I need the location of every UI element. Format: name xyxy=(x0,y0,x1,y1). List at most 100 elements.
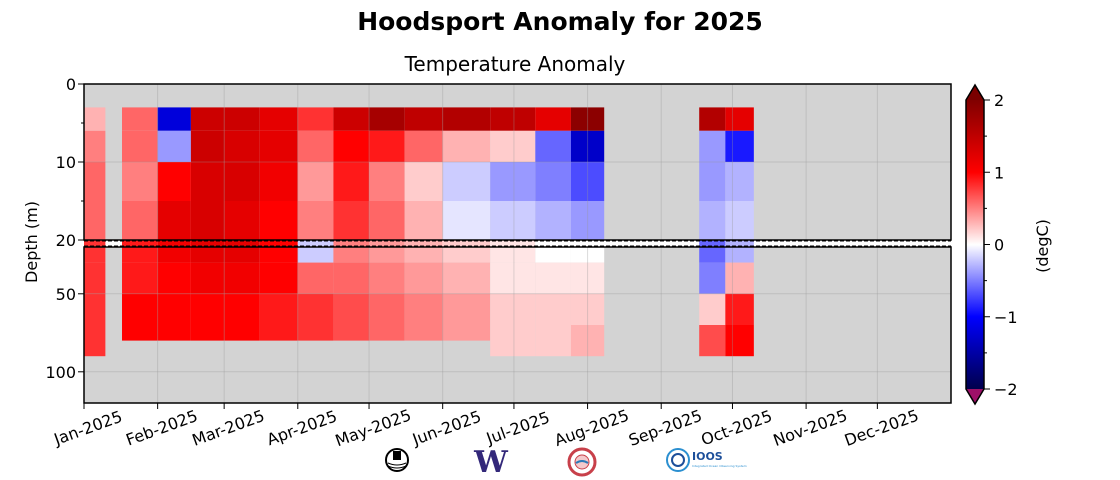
heatmap-cell xyxy=(570,293,605,325)
heatmap-cell xyxy=(535,240,571,263)
chart-subtitle: Temperature Anomaly xyxy=(404,52,626,76)
heatmap-cell xyxy=(297,107,334,131)
heatmap-cell xyxy=(404,240,443,263)
heatmap-cell xyxy=(699,130,726,162)
heatmap-cell xyxy=(535,107,571,131)
heatmap-cell xyxy=(157,107,191,131)
heatmap-cell xyxy=(699,201,726,240)
heatmap-cell xyxy=(490,262,536,294)
lower-axes-frame xyxy=(83,246,952,404)
y-tick-label: 10 xyxy=(56,153,76,172)
heatmap-cell xyxy=(699,162,726,201)
heatmap-cell xyxy=(122,107,158,131)
heatmap-cell xyxy=(224,107,260,131)
heatmap-cell xyxy=(404,201,443,240)
heatmap-cell xyxy=(84,107,106,131)
heatmap-cell xyxy=(259,240,298,263)
heatmap-cell xyxy=(725,262,754,294)
heatmap-cell xyxy=(535,293,571,325)
heatmap-cell xyxy=(490,107,536,131)
heatmap-cell xyxy=(297,162,334,201)
heatmap-cell xyxy=(333,201,370,240)
heatmap-cell xyxy=(699,325,726,357)
heatmap-cell xyxy=(259,130,298,162)
x-tick-label: Mar-2025 xyxy=(189,406,267,450)
colorbar-under-extension xyxy=(966,389,984,404)
heatmap-cell xyxy=(122,262,158,294)
heatmap-cell xyxy=(297,325,334,341)
heatmap-cell xyxy=(369,201,405,240)
heatmap-cell xyxy=(122,325,158,341)
heatmap-cell xyxy=(157,201,191,240)
heatmap-cell xyxy=(157,162,191,201)
heatmap-cell xyxy=(404,325,443,341)
heatmap-cell xyxy=(369,262,405,294)
heatmap-cell xyxy=(224,130,260,162)
heatmap-cell xyxy=(259,162,298,201)
heatmap-cell xyxy=(157,130,191,162)
heatmap-cell xyxy=(699,240,726,263)
heatmap-cell xyxy=(404,293,443,325)
heatmap-cell xyxy=(404,162,443,201)
heatmap-cell xyxy=(369,325,405,341)
heatmap-cell xyxy=(297,201,334,240)
heatmap-cell xyxy=(725,107,754,131)
heatmap-cell xyxy=(442,107,491,131)
y-tick-label: 20 xyxy=(56,231,76,250)
heatmap-cell xyxy=(570,201,605,240)
heatmap-cell xyxy=(535,201,571,240)
heatmap-cell xyxy=(369,130,405,162)
heatmap-cell xyxy=(442,240,491,263)
heatmap-cell xyxy=(224,262,260,294)
heatmap-cell xyxy=(369,107,405,131)
x-tick-label: Nov-2025 xyxy=(771,406,850,450)
heatmap-cell xyxy=(84,240,106,263)
colorbar xyxy=(966,100,984,389)
heatmap-cell xyxy=(570,262,605,294)
heatmap-cell xyxy=(535,162,571,201)
heatmap-cell xyxy=(224,162,260,201)
heatmap-cell xyxy=(190,130,225,162)
heatmap-cell xyxy=(490,240,536,263)
heatmap-cell xyxy=(535,262,571,294)
heatmap-cell xyxy=(190,262,225,294)
heatmap-cell xyxy=(224,325,260,341)
ioos-subtext: Integrated Ocean Observing System xyxy=(692,464,747,468)
heatmap-cell xyxy=(333,262,370,294)
heatmap-cell xyxy=(84,262,106,294)
svg-text:W: W xyxy=(473,445,509,480)
heatmap-cell xyxy=(259,107,298,131)
colorbar-tick-label: 1 xyxy=(994,163,1004,182)
heatmap-cell xyxy=(122,162,158,201)
colorbar-tick-label: 0 xyxy=(994,236,1004,255)
x-tick-label: May-2025 xyxy=(333,405,414,450)
heatmap-cell xyxy=(224,240,260,263)
heatmap-cell xyxy=(699,293,726,325)
heatmap-cell xyxy=(725,201,754,240)
heatmap-cell xyxy=(442,262,491,294)
heatmap-cell xyxy=(333,240,370,263)
heatmap-cell xyxy=(297,293,334,325)
heatmap-cell xyxy=(570,325,605,357)
heatmap-cell xyxy=(157,325,191,341)
y-tick-label: 100 xyxy=(45,363,76,382)
heatmap-cell xyxy=(84,130,106,162)
y-tick-label: 0 xyxy=(66,75,76,94)
x-tick-label: Oct-2025 xyxy=(698,406,774,449)
heatmap-cell xyxy=(190,201,225,240)
heatmap-cell xyxy=(157,240,191,263)
heatmap-cell xyxy=(490,293,536,325)
ioos-logo: IOOS Integrated Ocean Observing System xyxy=(666,448,747,472)
heatmap-cell xyxy=(224,201,260,240)
heatmap-cell xyxy=(699,107,726,131)
nanoos-logo xyxy=(385,448,409,472)
heatmap-cell xyxy=(570,130,605,162)
heatmap-cell xyxy=(699,262,726,294)
heatmap-cell xyxy=(190,240,225,263)
heatmap-cell xyxy=(442,325,491,341)
heatmap-cell xyxy=(369,162,405,201)
heatmap-cell xyxy=(122,201,158,240)
x-tick-label: Feb-2025 xyxy=(123,406,200,449)
heatmap-cell xyxy=(333,162,370,201)
